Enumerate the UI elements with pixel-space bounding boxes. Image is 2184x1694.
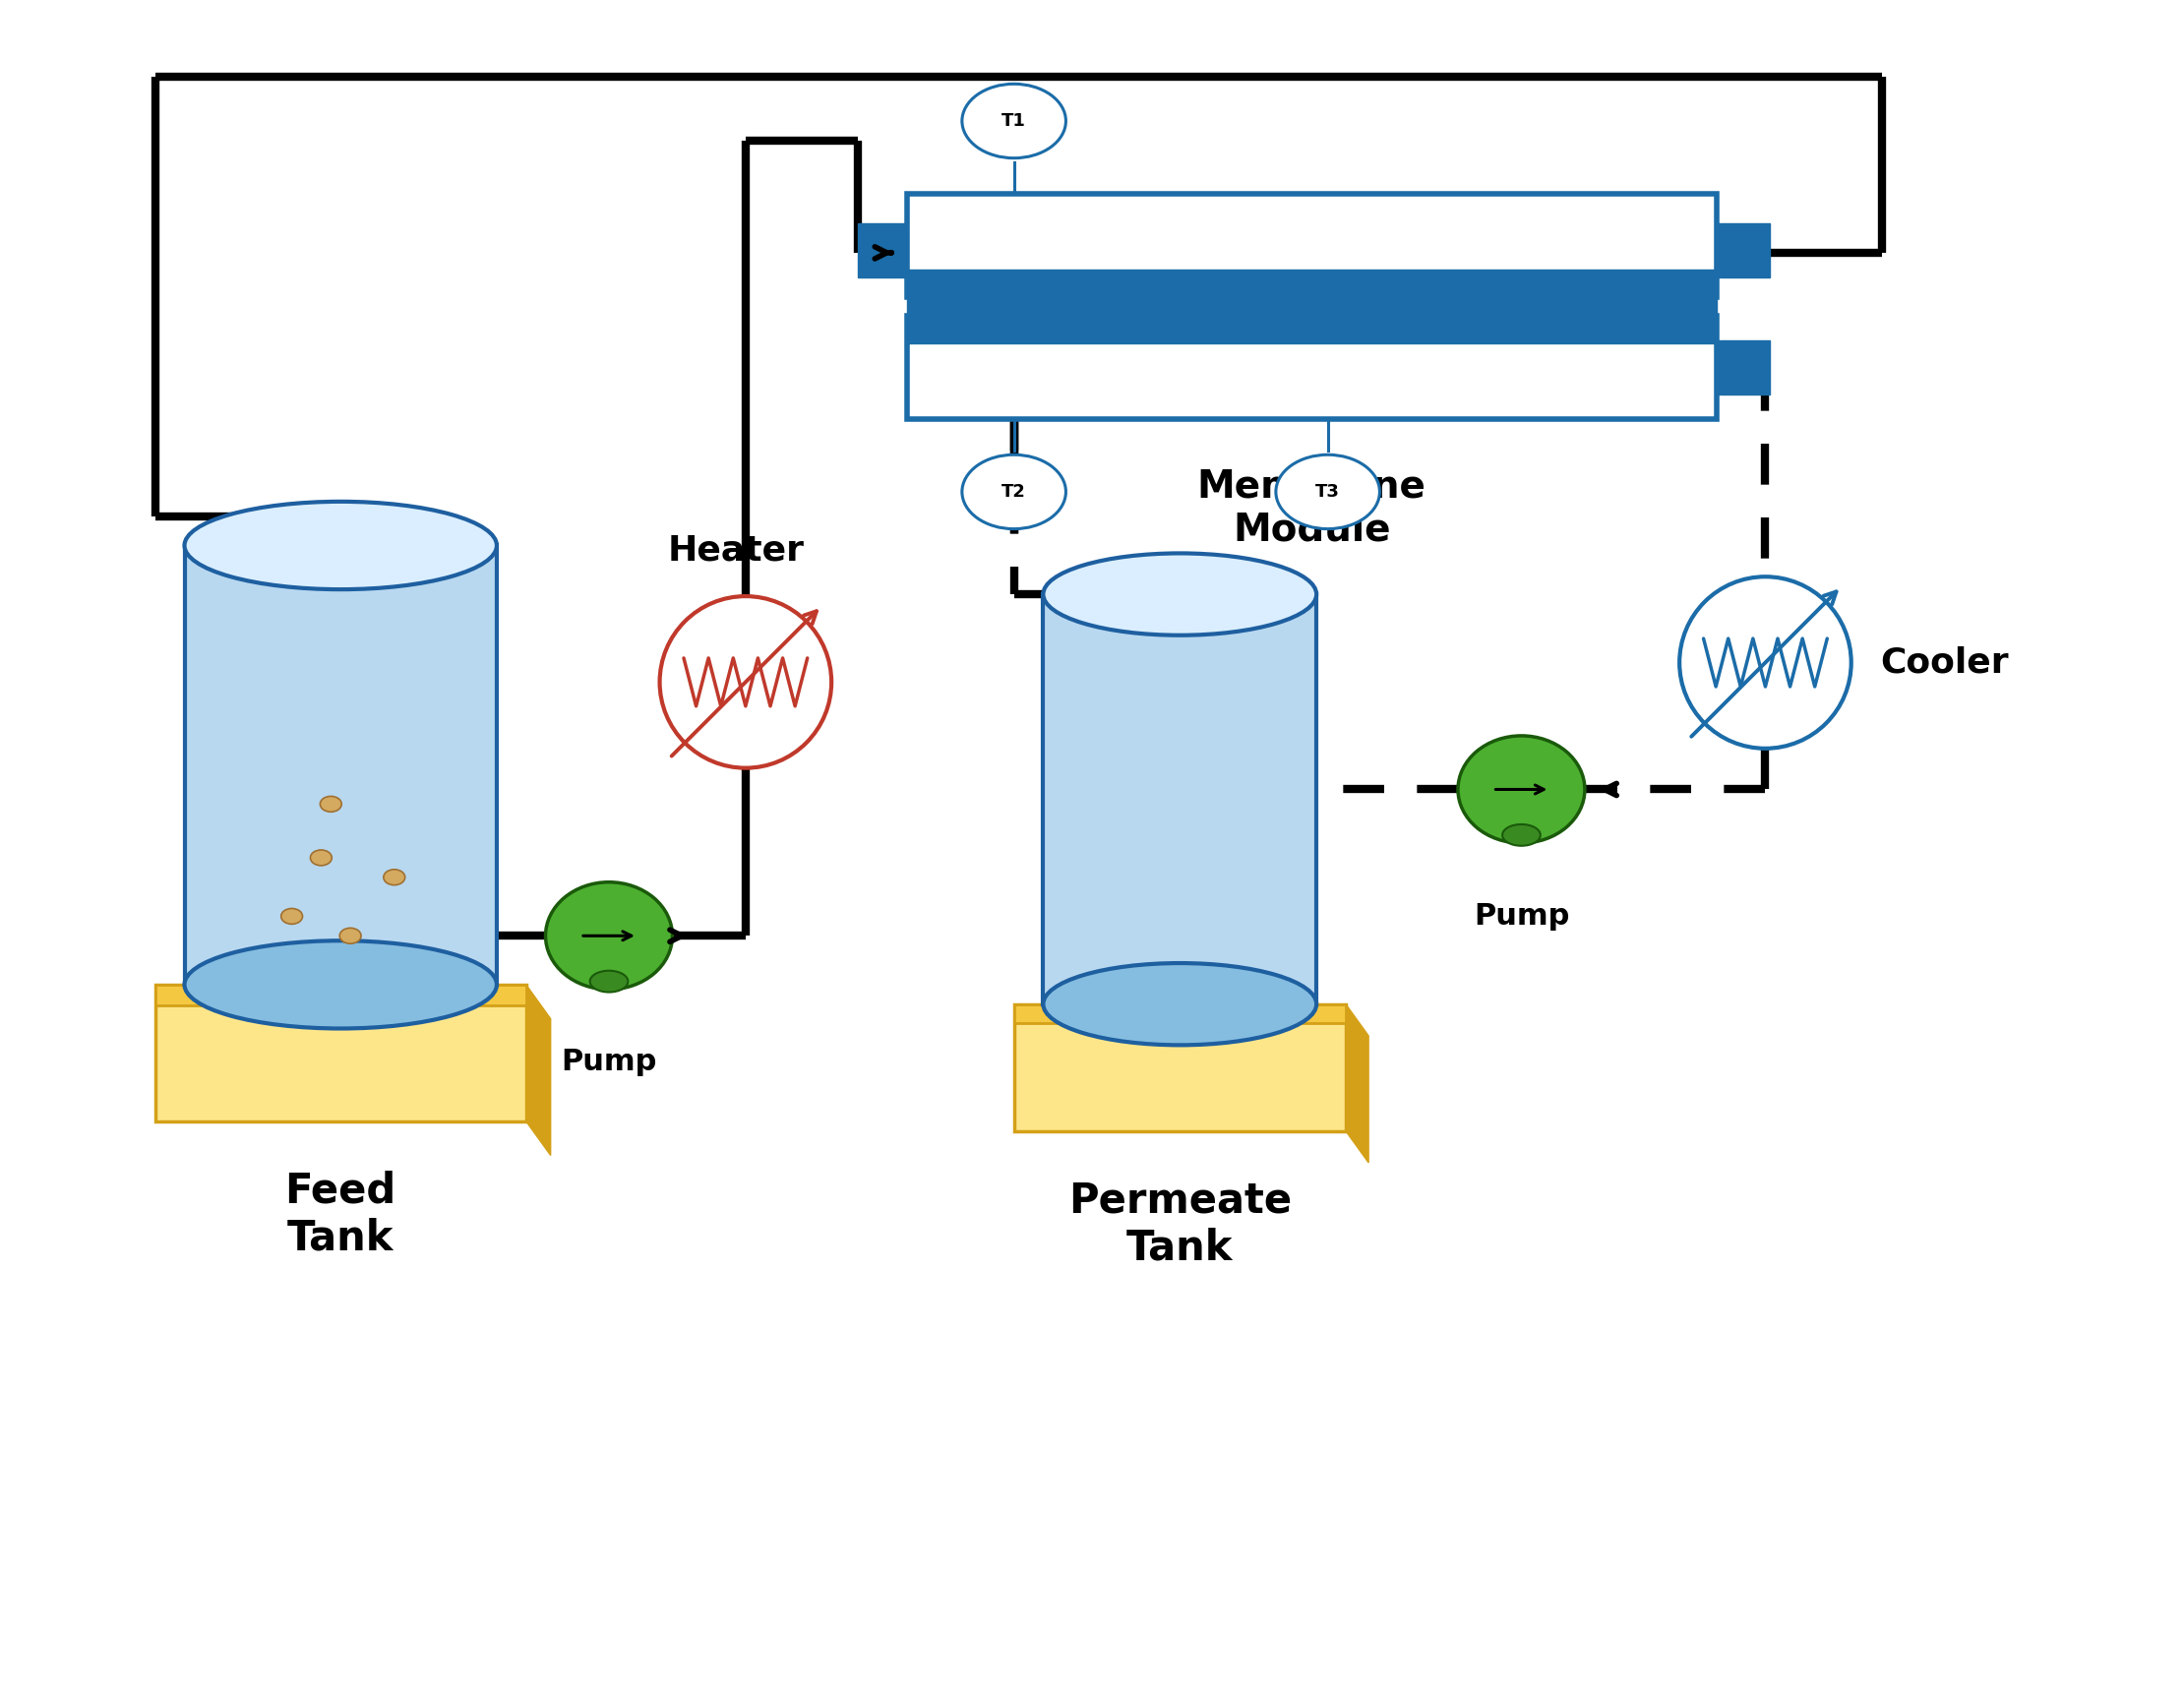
Bar (1717, 340, 1771, 395)
Bar (906, 317, 1717, 418)
Text: Permeate
Tank: Permeate Tank (1068, 1179, 1291, 1269)
Ellipse shape (1459, 735, 1586, 844)
Ellipse shape (1275, 454, 1380, 529)
FancyBboxPatch shape (1013, 1005, 1345, 1023)
Text: T3: T3 (1315, 483, 1341, 501)
Ellipse shape (282, 908, 304, 925)
Ellipse shape (590, 971, 629, 993)
Text: Feed
Tank: Feed Tank (284, 1171, 395, 1259)
FancyBboxPatch shape (1013, 1005, 1345, 1132)
Polygon shape (1345, 1005, 1369, 1162)
Ellipse shape (1044, 964, 1317, 1045)
Ellipse shape (384, 869, 404, 884)
Text: Cooler: Cooler (1880, 645, 2009, 679)
Text: Membrane
Module: Membrane Module (1197, 468, 1426, 549)
Ellipse shape (183, 940, 496, 1028)
Polygon shape (183, 545, 496, 984)
Bar (906, 195, 1717, 296)
Text: Pump: Pump (561, 1049, 657, 1077)
FancyBboxPatch shape (155, 984, 526, 1121)
Text: T2: T2 (1002, 483, 1026, 501)
Ellipse shape (961, 85, 1066, 158)
Bar (906, 269, 1717, 342)
Ellipse shape (310, 850, 332, 866)
Circle shape (1679, 576, 1852, 749)
Polygon shape (526, 984, 550, 1155)
Bar (1717, 224, 1771, 278)
Ellipse shape (1503, 825, 1540, 845)
Text: Heater: Heater (668, 534, 804, 567)
Ellipse shape (1044, 554, 1317, 635)
Text: T1: T1 (1002, 112, 1026, 130)
Polygon shape (1044, 595, 1317, 1005)
Ellipse shape (341, 928, 360, 944)
Ellipse shape (321, 796, 341, 811)
Bar (858, 224, 906, 278)
Circle shape (660, 596, 832, 767)
Ellipse shape (546, 883, 673, 989)
FancyBboxPatch shape (155, 984, 526, 1005)
Ellipse shape (961, 454, 1066, 529)
Ellipse shape (183, 501, 496, 590)
Text: Pump: Pump (1474, 901, 1570, 930)
